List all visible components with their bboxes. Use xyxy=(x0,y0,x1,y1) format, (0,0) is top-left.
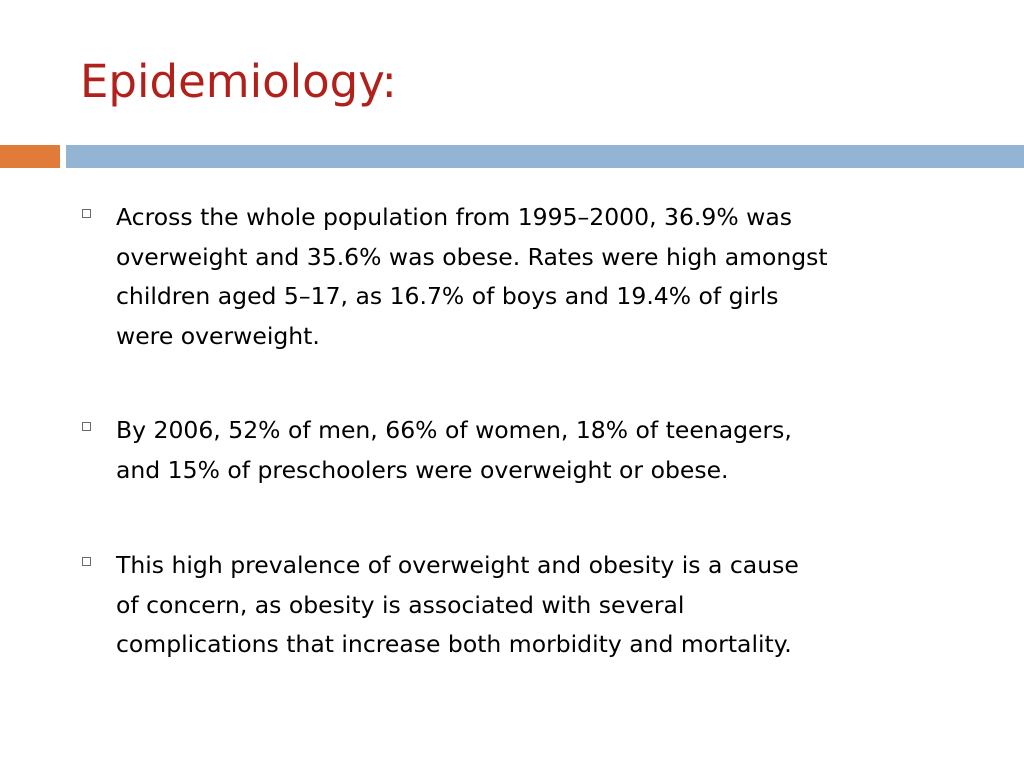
square-bullet-icon xyxy=(82,557,91,566)
square-bullet-icon xyxy=(82,209,91,218)
bullet-text: Across the whole population from 1995–20… xyxy=(116,203,828,350)
title-divider-bar xyxy=(66,145,1024,168)
bullet-text: By 2006, 52% of men, 66% of women, 18% o… xyxy=(116,416,792,484)
bullet-text: This high prevalence of overweight and o… xyxy=(116,551,799,658)
title-accent-bar xyxy=(0,145,60,168)
slide-title: Epidemiology: xyxy=(80,55,397,108)
square-bullet-icon xyxy=(82,422,91,431)
